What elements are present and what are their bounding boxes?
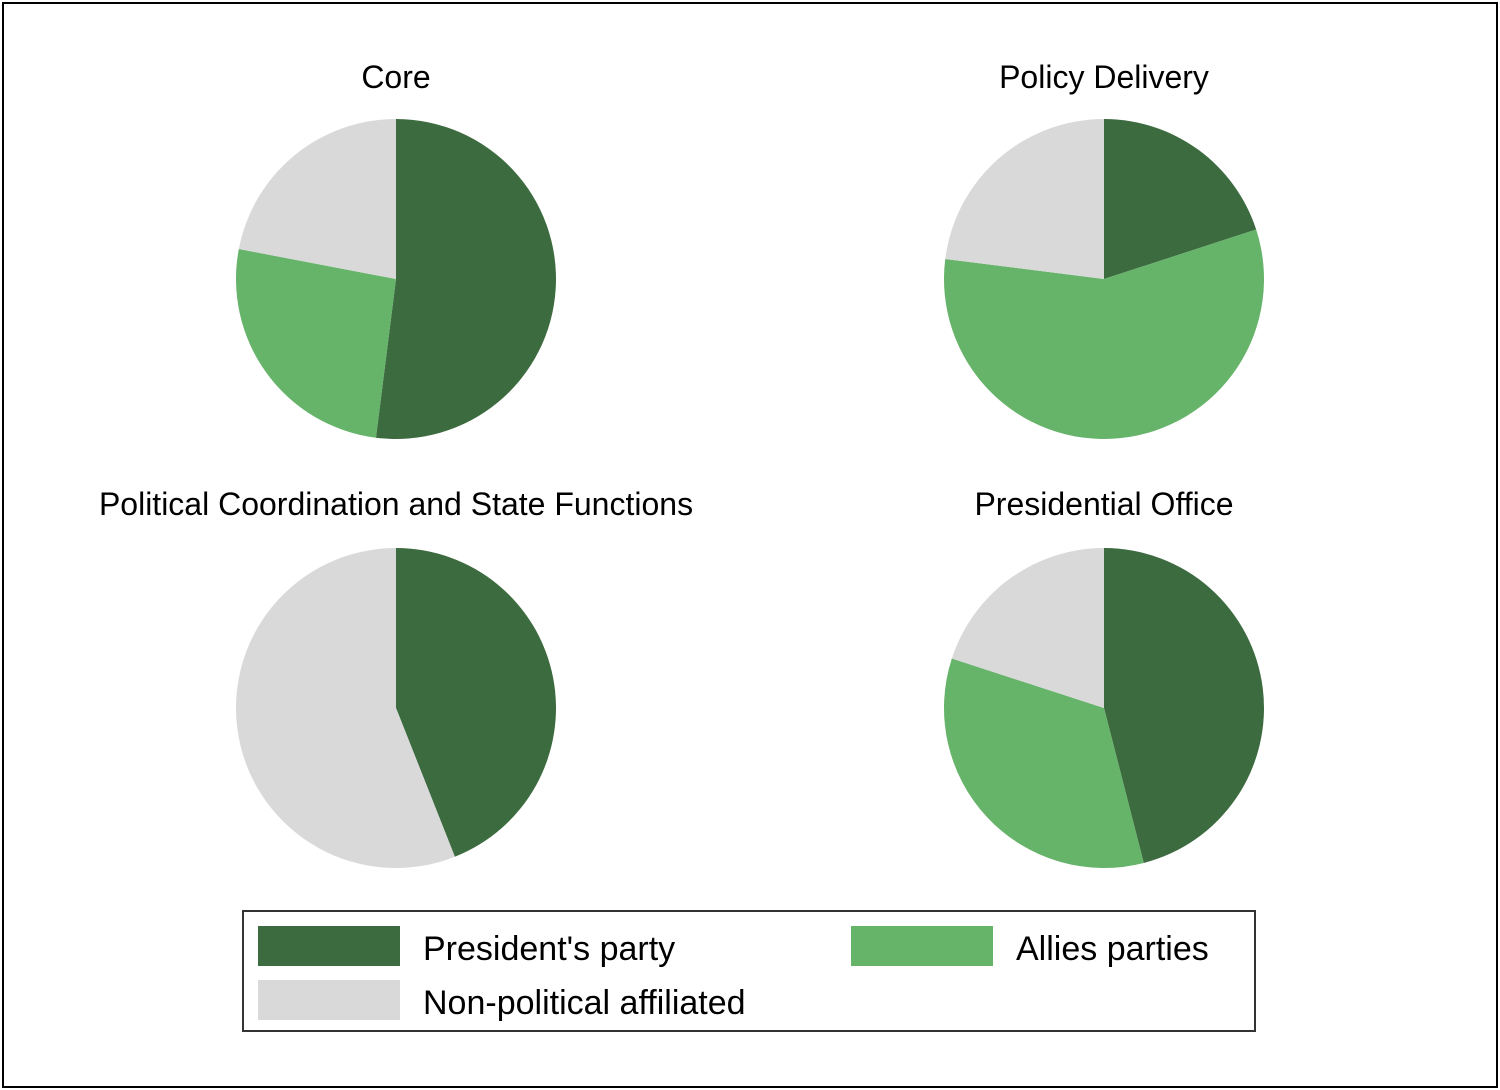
legend-label-presidents-party: President's party bbox=[423, 930, 675, 968]
pie-title-political-coordination: Political Coordination and State Functio… bbox=[99, 486, 693, 522]
pie-slice-presidential-office-non-political-affiliated bbox=[951, 548, 1104, 708]
pie-slice-core-non-political-affiliated bbox=[238, 119, 396, 279]
legend-swatch-non-political bbox=[258, 980, 400, 1020]
pie-slice-core-president-s-party bbox=[375, 119, 557, 439]
pie-slice-policy-delivery-president-s-party bbox=[1104, 119, 1257, 279]
pie-slice-presidential-office-allies-parties bbox=[943, 658, 1144, 869]
pie-slice-presidential-office-president-s-party bbox=[1104, 548, 1265, 863]
legend-label-allies-parties: Allies parties bbox=[1016, 930, 1209, 968]
pie-slice-policy-delivery-allies-parties bbox=[944, 229, 1265, 440]
legend: President's party Allies parties Non-pol… bbox=[242, 910, 1256, 1032]
pies-group bbox=[236, 119, 1265, 869]
legend-swatch-presidents-party bbox=[258, 926, 400, 966]
pie-slice-political-coordination-and-state-functions-president-s-party bbox=[396, 548, 556, 857]
legend-box bbox=[242, 910, 1256, 1032]
pie-slice-core-allies-parties bbox=[236, 249, 396, 438]
pie-title-policy-delivery: Policy Delivery bbox=[999, 59, 1209, 95]
pie-title-core: Core bbox=[361, 59, 430, 95]
pie-slice-policy-delivery-non-political-affiliated bbox=[945, 119, 1104, 279]
pie-title-presidential-office: Presidential Office bbox=[974, 486, 1233, 522]
legend-label-non-political: Non-political affiliated bbox=[423, 984, 746, 1022]
legend-swatch-allies-parties bbox=[851, 926, 993, 966]
pie-slice-political-coordination-and-state-functions-non-political-affiliated bbox=[236, 548, 455, 868]
